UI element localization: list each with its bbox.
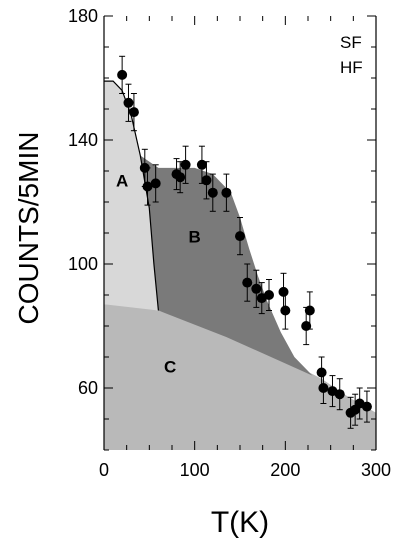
y-tick-label: 60 [78,378,98,398]
data-point [207,187,218,198]
shaded-regions [104,80,376,450]
region-label-a: A [116,172,128,191]
data-point [316,367,327,378]
data-point [142,181,153,192]
data-point [334,389,345,400]
region-a [104,81,159,311]
data-point [235,231,245,242]
y-tick-label: 140 [68,130,98,150]
mode-label-sf: SF [340,33,362,52]
boundary-a-line [104,80,159,311]
y-tick-label: 100 [68,254,98,274]
region-label-c: C [164,358,176,377]
data-point [196,159,207,170]
x-tick-label: 100 [180,460,210,480]
data-point [280,305,291,316]
data-point [242,277,253,288]
data-point [128,107,139,118]
y-axis-title: COUNTS/5MIN [13,132,44,325]
data-point [123,97,134,108]
region-label-b: B [189,227,201,246]
tick-labels: 60 100 140 180 0 100 200 300 [68,6,391,480]
data-point [175,172,186,183]
data-point [304,305,315,316]
data-point [264,290,275,300]
data-point [139,162,150,173]
region-b [140,155,313,376]
data-point [278,286,289,297]
data-point [301,321,312,331]
region-c [104,304,376,450]
data-points [117,69,372,418]
y-tick-label: 180 [68,6,98,26]
region-labels: A B C [116,172,201,377]
x-tick-label: 300 [361,460,391,480]
data-point [221,187,232,198]
data-point [361,401,372,412]
x-tick-label: 0 [99,460,109,480]
data-point [180,159,191,170]
data-point [318,383,329,393]
mode-labels: SF HF [340,33,363,77]
x-axis-title: T(K) [211,506,269,539]
axis-ticks [103,15,377,451]
x-tick-label: 200 [270,460,300,480]
mode-label-hf: HF [340,58,363,77]
data-point [201,175,212,186]
data-point [251,283,262,294]
data-point [150,178,161,189]
data-point [117,69,128,80]
